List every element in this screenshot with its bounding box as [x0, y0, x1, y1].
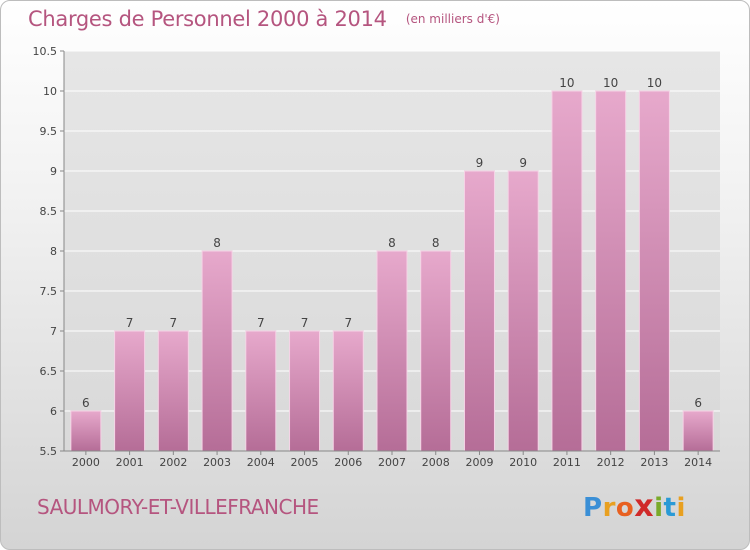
logo-letter: r — [602, 493, 616, 523]
bar — [420, 250, 452, 452]
logo-letter: x — [634, 489, 655, 524]
x-tick-label: 2013 — [640, 456, 668, 469]
logo-letter: o — [615, 493, 635, 523]
data-label: 6 — [694, 396, 702, 410]
x-tick-label: 2009 — [465, 456, 493, 469]
y-tick-label: 8.5 — [40, 205, 58, 218]
data-label: 8 — [388, 236, 396, 250]
bar — [201, 250, 233, 452]
x-tick-label: 2011 — [553, 456, 581, 469]
data-label: 9 — [519, 156, 527, 170]
chart-title: Charges de Personnel 2000 à 2014 — [28, 7, 387, 31]
logo-letter: P — [583, 493, 603, 523]
y-tick-label: 9 — [50, 165, 57, 178]
bar — [551, 90, 583, 452]
x-tick-label: 2000 — [72, 456, 100, 469]
y-tick-label: 10.5 — [33, 45, 58, 58]
y-tick-label: 9.5 — [40, 125, 58, 138]
title-row: Charges de Personnel 2000 à 2014 (en mil… — [28, 7, 500, 31]
data-label: 6 — [82, 396, 90, 410]
bar — [70, 410, 102, 452]
x-tick-label: 2007 — [378, 456, 406, 469]
data-label: 7 — [301, 316, 309, 330]
bar — [463, 170, 495, 452]
proxiti-logo: Proxiti — [583, 489, 686, 524]
data-label: 10 — [603, 76, 618, 90]
bar — [157, 330, 189, 452]
data-label: 9 — [476, 156, 484, 170]
x-tick-label: 2006 — [334, 456, 362, 469]
bar — [332, 330, 364, 452]
bar — [638, 90, 670, 452]
bar — [682, 410, 714, 452]
logo-letter: i — [676, 493, 686, 523]
bar — [289, 330, 321, 452]
x-tick-label: 2001 — [116, 456, 144, 469]
data-label: 7 — [257, 316, 265, 330]
bar — [595, 90, 627, 452]
x-tick-label: 2002 — [159, 456, 187, 469]
x-tick-label: 2012 — [597, 456, 625, 469]
x-tick-label: 2003 — [203, 456, 231, 469]
town-name: SAULMORY-ET-VILLEFRANCHE — [37, 495, 319, 519]
data-label: 10 — [647, 76, 662, 90]
data-label: 10 — [559, 76, 574, 90]
logo-letter: t — [663, 493, 677, 523]
data-label: 7 — [170, 316, 178, 330]
x-tick-label: 2004 — [247, 456, 275, 469]
x-tick-label: 2010 — [509, 456, 537, 469]
data-label: 7 — [344, 316, 352, 330]
y-tick-label: 7.5 — [40, 285, 58, 298]
y-tick-label: 5.5 — [40, 445, 58, 458]
data-label: 8 — [213, 236, 221, 250]
x-tick-label: 2014 — [684, 456, 712, 469]
bar — [245, 330, 277, 452]
y-tick-label: 10 — [43, 85, 57, 98]
x-tick-label: 2008 — [422, 456, 450, 469]
y-tick-label: 6 — [50, 405, 57, 418]
x-tick-label: 2005 — [291, 456, 319, 469]
bar — [507, 170, 539, 452]
bar — [114, 330, 146, 452]
data-label: 7 — [126, 316, 134, 330]
logo-letter: i — [654, 493, 664, 523]
bar — [376, 250, 408, 452]
chart-subtitle: (en milliers d'€) — [405, 12, 500, 26]
data-label: 8 — [432, 236, 440, 250]
y-tick-label: 7 — [50, 325, 57, 338]
y-tick-label: 6.5 — [40, 365, 58, 378]
y-tick-label: 8 — [50, 245, 57, 258]
